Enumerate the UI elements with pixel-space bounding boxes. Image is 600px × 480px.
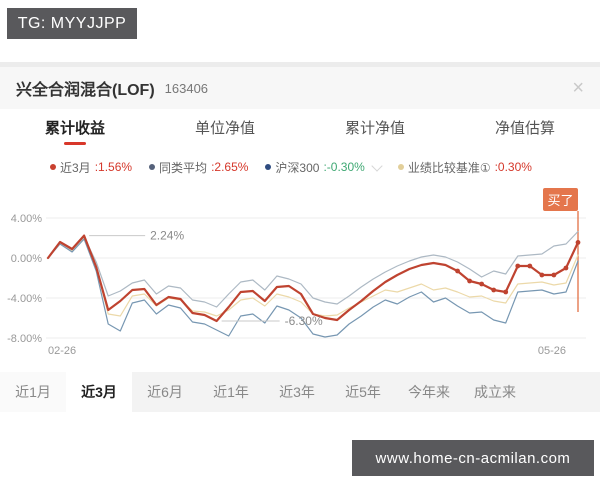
series-line — [47, 238, 579, 338]
data-point-marker — [479, 281, 485, 287]
tab-unit-nav[interactable]: 单位净值 — [150, 109, 300, 153]
series-line — [46, 234, 580, 323]
legend-value: :-0.30% — [323, 160, 365, 174]
period-tab-6m[interactable]: 近6月 — [147, 384, 183, 400]
tab-nav-estimate[interactable]: 净值估算 — [450, 109, 600, 153]
legend-label: 沪深300 — [275, 160, 320, 175]
tab-label: 累计收益 — [44, 120, 105, 137]
tab-cumulative-nav[interactable]: 累计净值 — [300, 109, 450, 153]
data-point-marker — [551, 272, 557, 278]
chart-legend: 近3月 :1.56% 同类平均 :2.65% 沪深300 :-0.30% 业绩比… — [50, 156, 595, 178]
period-tab-since-inception[interactable]: 成立来 — [474, 384, 516, 400]
legend-item-fund[interactable]: 近3月 :1.56% — [50, 159, 132, 176]
legend-label: 同类平均 — [159, 160, 208, 175]
series-line — [47, 230, 579, 308]
period-tab-3y[interactable]: 近3年 — [279, 384, 315, 400]
period-tab-bar: 近1月 近3月 近6月 近1年 近3年 近5年 今年来 成立来 — [0, 372, 600, 412]
performance-chart: 4.00% 0.00% -4.00% -8.00% 02-26 05-26 2.24% -6.… — [7, 211, 586, 357]
legend-value: :2.65% — [211, 160, 249, 174]
legend-label: 近3月 — [60, 160, 91, 175]
legend-dot-icon — [50, 164, 56, 170]
axis-label: 2.24% — [150, 229, 184, 243]
axis-label: 05-26 — [538, 345, 566, 357]
axis-label: -4.00% — [7, 293, 42, 305]
data-point-marker — [515, 263, 521, 269]
site-watermark-badge: www.home-cn-acmilan.com — [352, 440, 594, 476]
period-tab-1m[interactable]: 近1月 — [0, 372, 66, 412]
series-line — [47, 237, 579, 317]
tab-label: 净值估算 — [494, 120, 555, 137]
period-tab-1y[interactable]: 近1年 — [213, 384, 249, 400]
tab-label: 单位净值 — [194, 120, 255, 137]
data-point-marker — [455, 268, 460, 274]
legend-value: :1.56% — [94, 160, 133, 174]
close-icon[interactable]: × — [572, 77, 584, 99]
period-tab-3m[interactable]: 近3月 — [66, 372, 132, 412]
active-tab-underline — [64, 142, 86, 145]
axis-label: -6.30% — [285, 314, 323, 328]
tg-contact-badge: TG: MYYJJPP — [7, 8, 137, 39]
data-point-marker — [575, 240, 581, 245]
legend-dot-icon — [149, 164, 156, 170]
period-tab-5y[interactable]: 近5年 — [345, 384, 381, 400]
data-point-marker — [527, 263, 533, 269]
legend-item-category-average[interactable]: 同类平均 :2.65% — [149, 159, 248, 176]
axis-label: 02-26 — [48, 345, 76, 357]
legend-item-benchmark[interactable]: 业绩比较基准① :0.30% — [397, 159, 532, 176]
axis-label: 4.00% — [11, 213, 42, 225]
chevron-down-icon — [371, 159, 383, 172]
legend-item-hs300[interactable]: 沪深300 :-0.30% — [265, 159, 383, 176]
tab-label: 累计净值 — [344, 120, 405, 137]
legend-dot-icon — [397, 164, 404, 170]
data-point-marker — [503, 289, 509, 295]
fund-header: 兴全合润混合(LOF) 163406 × — [0, 67, 600, 109]
data-point-marker — [467, 278, 472, 284]
panel-top-divider — [0, 62, 600, 67]
legend-label: 业绩比较基准① — [407, 160, 491, 175]
axis-label: 0.00% — [11, 253, 42, 265]
fund-title: 兴全合润混合(LOF) — [16, 82, 155, 99]
legend-value: :0.30% — [494, 160, 532, 174]
data-point-marker — [539, 272, 545, 278]
period-tab-ytd[interactable]: 今年来 — [408, 384, 450, 400]
data-point-marker — [563, 265, 569, 271]
fund-code: 163406 — [164, 80, 209, 96]
tab-cumulative-return[interactable]: 累计收益 — [0, 109, 150, 153]
value-type-tabs: 累计收益 单位净值 累计净值 净值估算 — [0, 109, 600, 153]
legend-dot-icon — [265, 164, 272, 170]
data-point-marker — [491, 287, 497, 293]
bought-flag: 买了 — [543, 188, 578, 211]
axis-label: -8.00% — [7, 333, 42, 345]
